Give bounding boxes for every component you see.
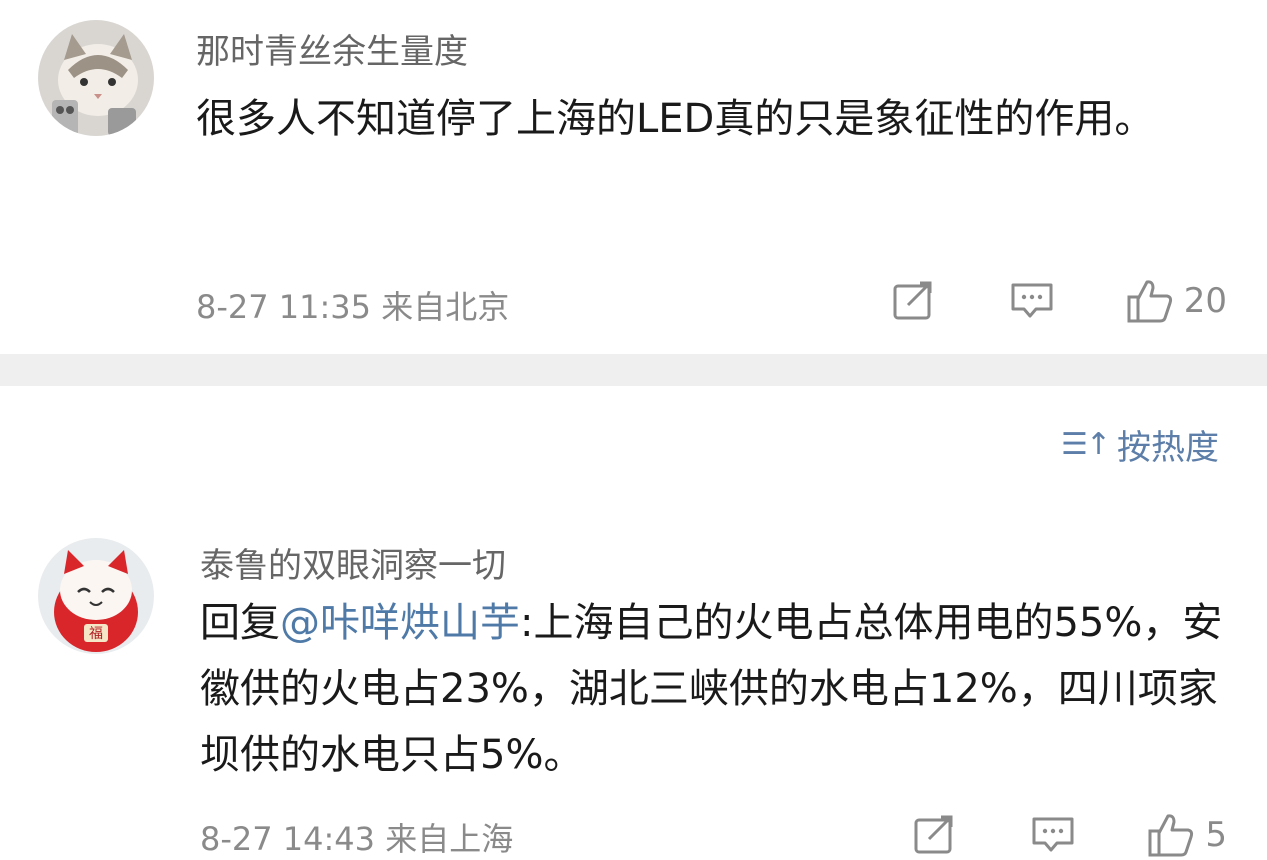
comment-text: 回复@咔咩烘山芋:上海自己的火电占总体用电的55%，安徽供的火电占23%，湖北三…: [200, 590, 1230, 788]
comment-date: 8-27 14:43: [200, 820, 376, 858]
section-divider: [0, 354, 1267, 386]
sort-label: 按热度: [1117, 428, 1219, 468]
cat-avatar-icon: [38, 20, 154, 136]
svg-text:福: 福: [89, 626, 103, 642]
comment-icon: [1032, 817, 1074, 852]
comment-icon: [1011, 283, 1053, 318]
mention-link[interactable]: @咔咩烘山芋: [280, 600, 520, 646]
comment-actions: 5: [911, 812, 1227, 858]
like-icon: [1127, 280, 1172, 323]
like-button[interactable]: 5: [1147, 812, 1227, 858]
comment-location: 来自北京: [381, 288, 510, 326]
comment-location: 来自上海: [385, 820, 514, 858]
username[interactable]: 那时青丝余生量度: [196, 32, 468, 72]
avatar[interactable]: [38, 20, 154, 136]
comment-text: 很多人不知道停了上海的LED真的只是象征性的作用。: [196, 96, 1155, 142]
share-icon: [893, 281, 932, 320]
sort-icon: ☰↑: [1060, 427, 1111, 462]
share-button[interactable]: [911, 815, 959, 855]
reply-body: :上海自己的火电占总体用电的55%，安徽供的火电占23%，湖北三峡供的水电占12…: [200, 600, 1223, 778]
share-button[interactable]: [890, 281, 938, 321]
comment-2: 福 泰鲁的双眼洞察一切 回复@咔咩烘山芋:上海自己的火电占总体用电的55%，安徽…: [0, 520, 1267, 859]
reply-prefix: 回复: [200, 600, 280, 646]
like-count: 20: [1183, 281, 1227, 321]
comment-1: 那时青丝余生量度 很多人不知道停了上海的LED真的只是象征性的作用。 8-27 …: [0, 0, 1267, 354]
comment-meta: 8-27 14:43 来自上海: [200, 814, 513, 860]
comment-date: 8-27 11:35: [196, 288, 372, 326]
share-icon: [914, 815, 953, 854]
username[interactable]: 泰鲁的双眼洞察一切: [200, 546, 506, 586]
lucky-cat-avatar-icon: 福: [38, 538, 154, 654]
like-count: 5: [1205, 815, 1227, 855]
like-button[interactable]: 20: [1126, 278, 1227, 324]
sort-toggle[interactable]: ☰↑ 按热度: [1061, 420, 1219, 469]
avatar[interactable]: 福: [38, 538, 154, 654]
comment-actions: 20: [890, 278, 1227, 324]
comment-meta: 8-27 11:35 来自北京: [196, 282, 509, 328]
comment-button[interactable]: [1029, 815, 1077, 855]
like-icon: [1148, 814, 1194, 857]
comment-button[interactable]: [1008, 281, 1056, 321]
